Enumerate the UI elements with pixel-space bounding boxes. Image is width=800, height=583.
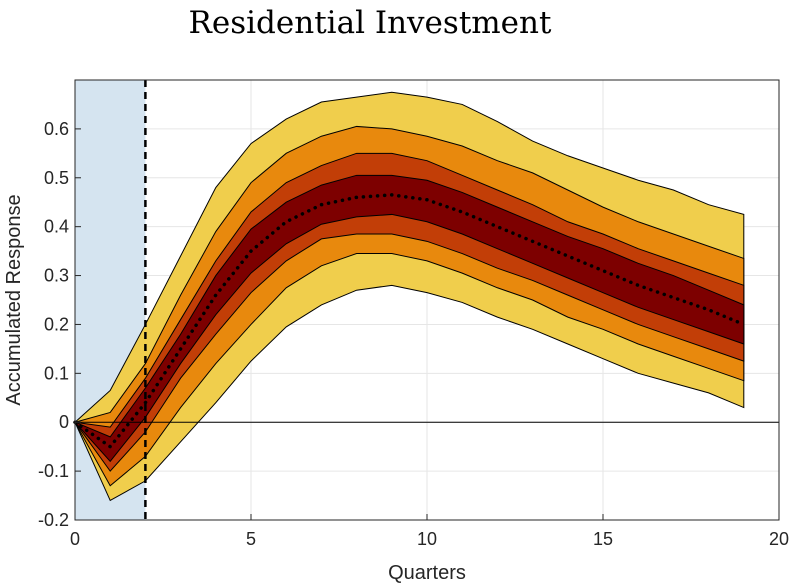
- y-tick-label: 0.5: [44, 168, 69, 188]
- y-tick-label: -0.2: [38, 510, 69, 530]
- y-axis-label: Accumulated Response: [3, 194, 25, 405]
- x-tick-label: 5: [246, 529, 256, 549]
- y-tick-label: 0.6: [44, 119, 69, 139]
- x-tick-label: 10: [417, 529, 437, 549]
- chart-title: Residential Investment: [189, 5, 552, 41]
- y-tick-label: 0.3: [44, 266, 69, 286]
- y-tick-label: 0.4: [44, 217, 69, 237]
- y-tick-label: 0: [59, 412, 69, 432]
- x-tick-label: 0: [70, 529, 80, 549]
- y-tick-label: 0.2: [44, 314, 69, 334]
- x-tick-label: 15: [593, 529, 613, 549]
- x-axis-label: Quarters: [388, 562, 466, 583]
- ticks: 0 5 10 15 20 -0.2 -0.1 0 0.1 0.2 0.3 0.4 0.5 0.6: [38, 119, 789, 549]
- bands: [73, 91, 745, 502]
- x-tick-label: 20: [769, 529, 789, 549]
- lines: [73, 80, 779, 520]
- band-4: [74, 174, 745, 463]
- y-tick-label: -0.1: [38, 461, 69, 481]
- median-line: [73, 193, 746, 450]
- y-tick-label: 0.1: [44, 363, 69, 383]
